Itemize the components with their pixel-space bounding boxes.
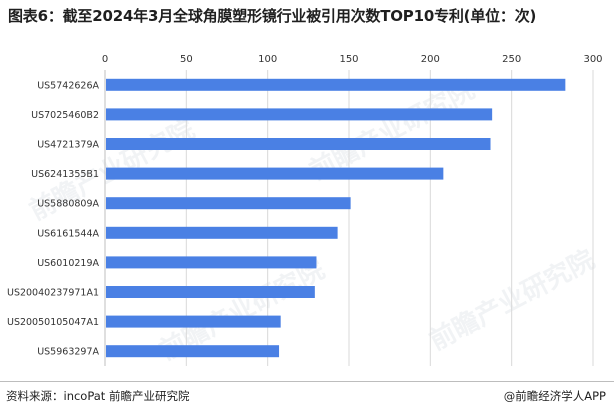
x-tick-label: 300 (583, 54, 602, 65)
x-tick-label: 250 (502, 54, 521, 65)
y-tick-label: US6241355B1 (31, 169, 99, 180)
y-tick-label: US5880809A (37, 199, 99, 210)
bar (106, 167, 444, 180)
bar (106, 78, 566, 91)
x-tick-label: 200 (421, 54, 440, 65)
y-tick-label: US4721379A (37, 140, 99, 151)
x-tick-label: 50 (180, 54, 193, 65)
bar (106, 315, 281, 328)
bar (106, 256, 317, 269)
source-note: 资料来源：incoPat 前瞻产业研究院 (6, 389, 190, 403)
y-tick-label: US7025460B2 (31, 110, 99, 121)
bar (106, 138, 491, 150)
x-tick-label: 150 (339, 54, 358, 65)
brand-credit: @前瞻经济学人APP (503, 389, 606, 403)
chart-title: 图表6：截至2024年3月全球角膜塑形镜行业被引用次数TOP10专利(单位：次) (8, 7, 537, 25)
y-tick-label: US6161544A (37, 228, 99, 239)
bar-chart: 0 50 100 150 200 250 300 US5742626A US7025460B2 U… (7, 54, 603, 366)
bar (106, 345, 280, 358)
x-tick-label: 100 (258, 54, 277, 65)
bar (106, 226, 338, 239)
bar (106, 286, 315, 298)
y-tick-label: US5963297A (37, 347, 99, 358)
y-tick-label: US6010219A (37, 258, 99, 269)
y-tick-label: US20040237971A1 (7, 288, 99, 299)
y-tick-label: US20050105047A1 (7, 317, 99, 328)
bar (106, 108, 493, 121)
footer-divider (0, 381, 614, 382)
y-tick-label: US5742626A (37, 80, 99, 91)
bar (106, 197, 351, 210)
x-tick-label: 0 (102, 54, 108, 65)
